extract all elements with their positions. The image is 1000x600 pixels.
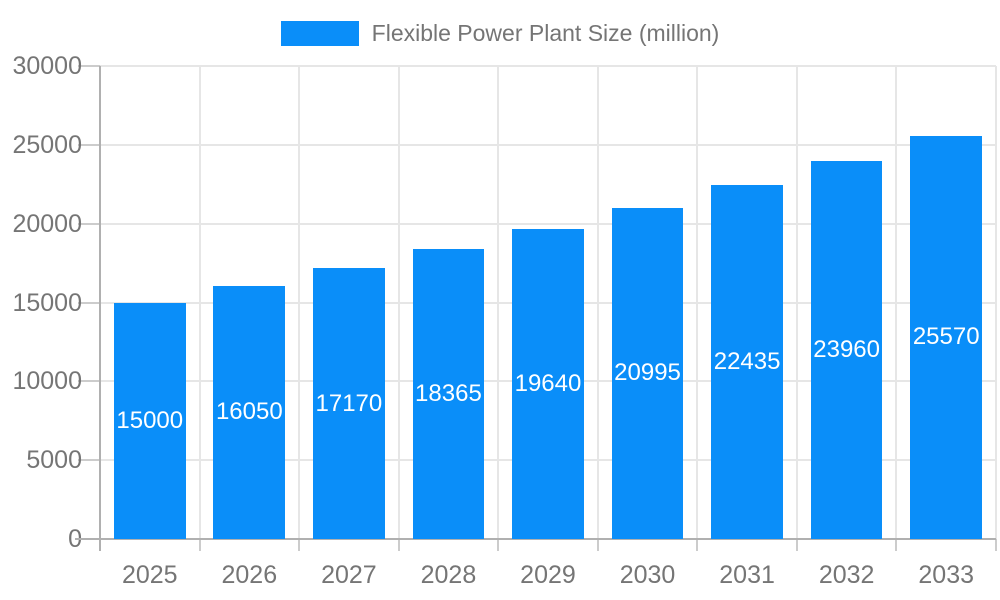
y-axis-label: 5000 [26, 446, 82, 475]
x-axis-label: 2033 [918, 561, 975, 589]
bar: 23960 [810, 161, 883, 539]
x-tick-mark [596, 539, 599, 551]
x-tick-mark [696, 539, 699, 551]
y-axis-label: 25000 [12, 130, 82, 159]
x-axis-label: 2031 [719, 561, 775, 589]
bar: 25570 [910, 135, 983, 539]
y-tick-mark [78, 459, 100, 462]
y-tick-mark [78, 65, 100, 67]
chart-legend: Flexible Power Plant Size (million) [0, 15, 1000, 51]
x-tick-mark [995, 539, 997, 551]
gridline-vertical [298, 66, 301, 539]
bar-value-label: 23960 [813, 336, 881, 364]
gridline-vertical [895, 66, 898, 539]
bar-value-label: 25570 [912, 323, 980, 351]
legend-label: Flexible Power Plant Size (million) [371, 19, 720, 46]
legend-swatch [280, 20, 359, 46]
bar-value-label: 16050 [215, 398, 283, 426]
y-axis-label: 0 [0, 524, 82, 554]
y-tick-mark [78, 143, 100, 146]
gridline-vertical [497, 66, 500, 539]
gridline-vertical [397, 66, 400, 539]
bar-value-label: 18365 [415, 380, 482, 408]
bar: 20995 [611, 207, 684, 539]
y-tick-mark [78, 222, 100, 225]
bar-value-label: 19640 [514, 370, 582, 398]
x-axis-label: 2026 [221, 561, 278, 589]
y-tick-mark [78, 380, 100, 383]
x-tick-mark [497, 539, 500, 551]
bar-value-label: 22435 [713, 348, 781, 376]
bar: 17170 [313, 268, 385, 539]
bar: 22435 [711, 185, 783, 539]
y-axis-label: 15000 [12, 288, 82, 317]
x-axis-label: 2032 [818, 561, 875, 589]
bar-value-label: 15000 [116, 406, 184, 434]
y-axis-label: 10000 [12, 367, 82, 396]
bar: 15000 [113, 302, 186, 539]
x-tick-mark [298, 539, 301, 551]
bar-value-label: 20995 [614, 359, 681, 387]
gridline-vertical [995, 66, 997, 539]
y-axis-line [99, 66, 101, 551]
y-tick-mark [78, 301, 100, 304]
y-axis-label: 20000 [12, 209, 82, 238]
gridline-horizontal [100, 222, 996, 225]
x-tick-mark [795, 539, 798, 551]
x-axis-label: 2027 [321, 561, 377, 589]
gridline-vertical [696, 66, 699, 539]
x-tick-mark [198, 539, 201, 551]
bar: 18365 [412, 249, 485, 539]
x-axis-label: 2029 [520, 561, 576, 589]
gridline-vertical [198, 66, 201, 539]
x-axis-line [75, 538, 996, 540]
x-tick-mark [397, 539, 400, 551]
x-axis-label: 2030 [619, 561, 676, 589]
gridline-horizontal [100, 143, 996, 146]
bar-value-label: 17170 [315, 389, 383, 417]
x-axis-label: 2028 [420, 561, 477, 589]
gridline-vertical [596, 66, 599, 539]
gridline-horizontal [100, 65, 996, 67]
y-axis-label: 30000 [12, 52, 82, 80]
bar: 19640 [512, 229, 584, 539]
x-tick-mark [895, 539, 898, 551]
x-axis-label: 2025 [121, 561, 178, 589]
gridline-vertical [795, 66, 798, 539]
bar: 16050 [213, 285, 286, 539]
